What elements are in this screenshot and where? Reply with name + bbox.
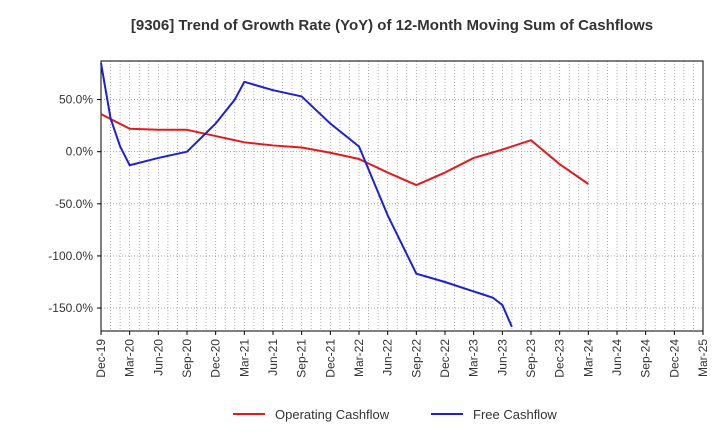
y-tick-label: -100.0% xyxy=(48,249,93,263)
x-tick-label: Jun-22 xyxy=(381,339,395,376)
x-tick-label: Dec-19 xyxy=(94,339,108,378)
x-tick-label: Jun-24 xyxy=(610,339,624,376)
y-tick-label: -150.0% xyxy=(48,301,93,315)
legend-label-1: Free Cashflow xyxy=(473,407,557,422)
x-tick-label: Sep-23 xyxy=(524,339,538,378)
series-line-1 xyxy=(100,62,513,328)
legend: Operating Cashflow Free Cashflow xyxy=(233,407,557,422)
x-tick-label: Sep-24 xyxy=(639,339,653,378)
y-axis-ticks: 50.0% 0.0% -50.0% -100.0% -150.0% xyxy=(48,93,101,315)
y-tick-label: -50.0% xyxy=(55,197,93,211)
x-tick-label: Mar-20 xyxy=(123,339,137,377)
y-tick-label: 0.0% xyxy=(66,145,94,159)
x-axis-ticks: Dec-19 Mar-20 Jun-20 Sep-20 Dec-20 Mar-21 Jun-… xyxy=(94,331,710,378)
legend-label-0: Operating Cashflow xyxy=(275,407,390,422)
series-line-0 xyxy=(100,113,589,187)
x-tick-label: Sep-20 xyxy=(180,339,194,378)
x-tick-label: Mar-25 xyxy=(696,339,710,377)
x-tick-label: Dec-21 xyxy=(323,339,337,378)
series-layer xyxy=(100,62,589,328)
y-tick-label: 50.0% xyxy=(59,93,93,107)
x-tick-label: Sep-21 xyxy=(295,339,309,378)
x-tick-label: Dec-20 xyxy=(209,339,223,378)
x-tick-label: Sep-22 xyxy=(409,339,423,378)
x-tick-label: Dec-24 xyxy=(667,339,681,378)
x-tick-label: Jun-20 xyxy=(151,339,165,376)
x-tick-label: Mar-23 xyxy=(467,339,481,377)
grid xyxy=(100,61,704,331)
chart-title: [9306] Trend of Growth Rate (YoY) of 12-… xyxy=(131,17,653,34)
x-tick-label: Mar-22 xyxy=(352,339,366,377)
x-tick-label: Dec-23 xyxy=(553,339,567,378)
plot-area-border xyxy=(100,60,704,332)
x-tick-label: Jun-21 xyxy=(266,339,280,376)
x-tick-label: Jun-23 xyxy=(495,339,509,376)
x-tick-label: Dec-22 xyxy=(438,339,452,378)
x-tick-label: Mar-21 xyxy=(237,339,251,377)
x-tick-label: Mar-24 xyxy=(581,339,595,377)
